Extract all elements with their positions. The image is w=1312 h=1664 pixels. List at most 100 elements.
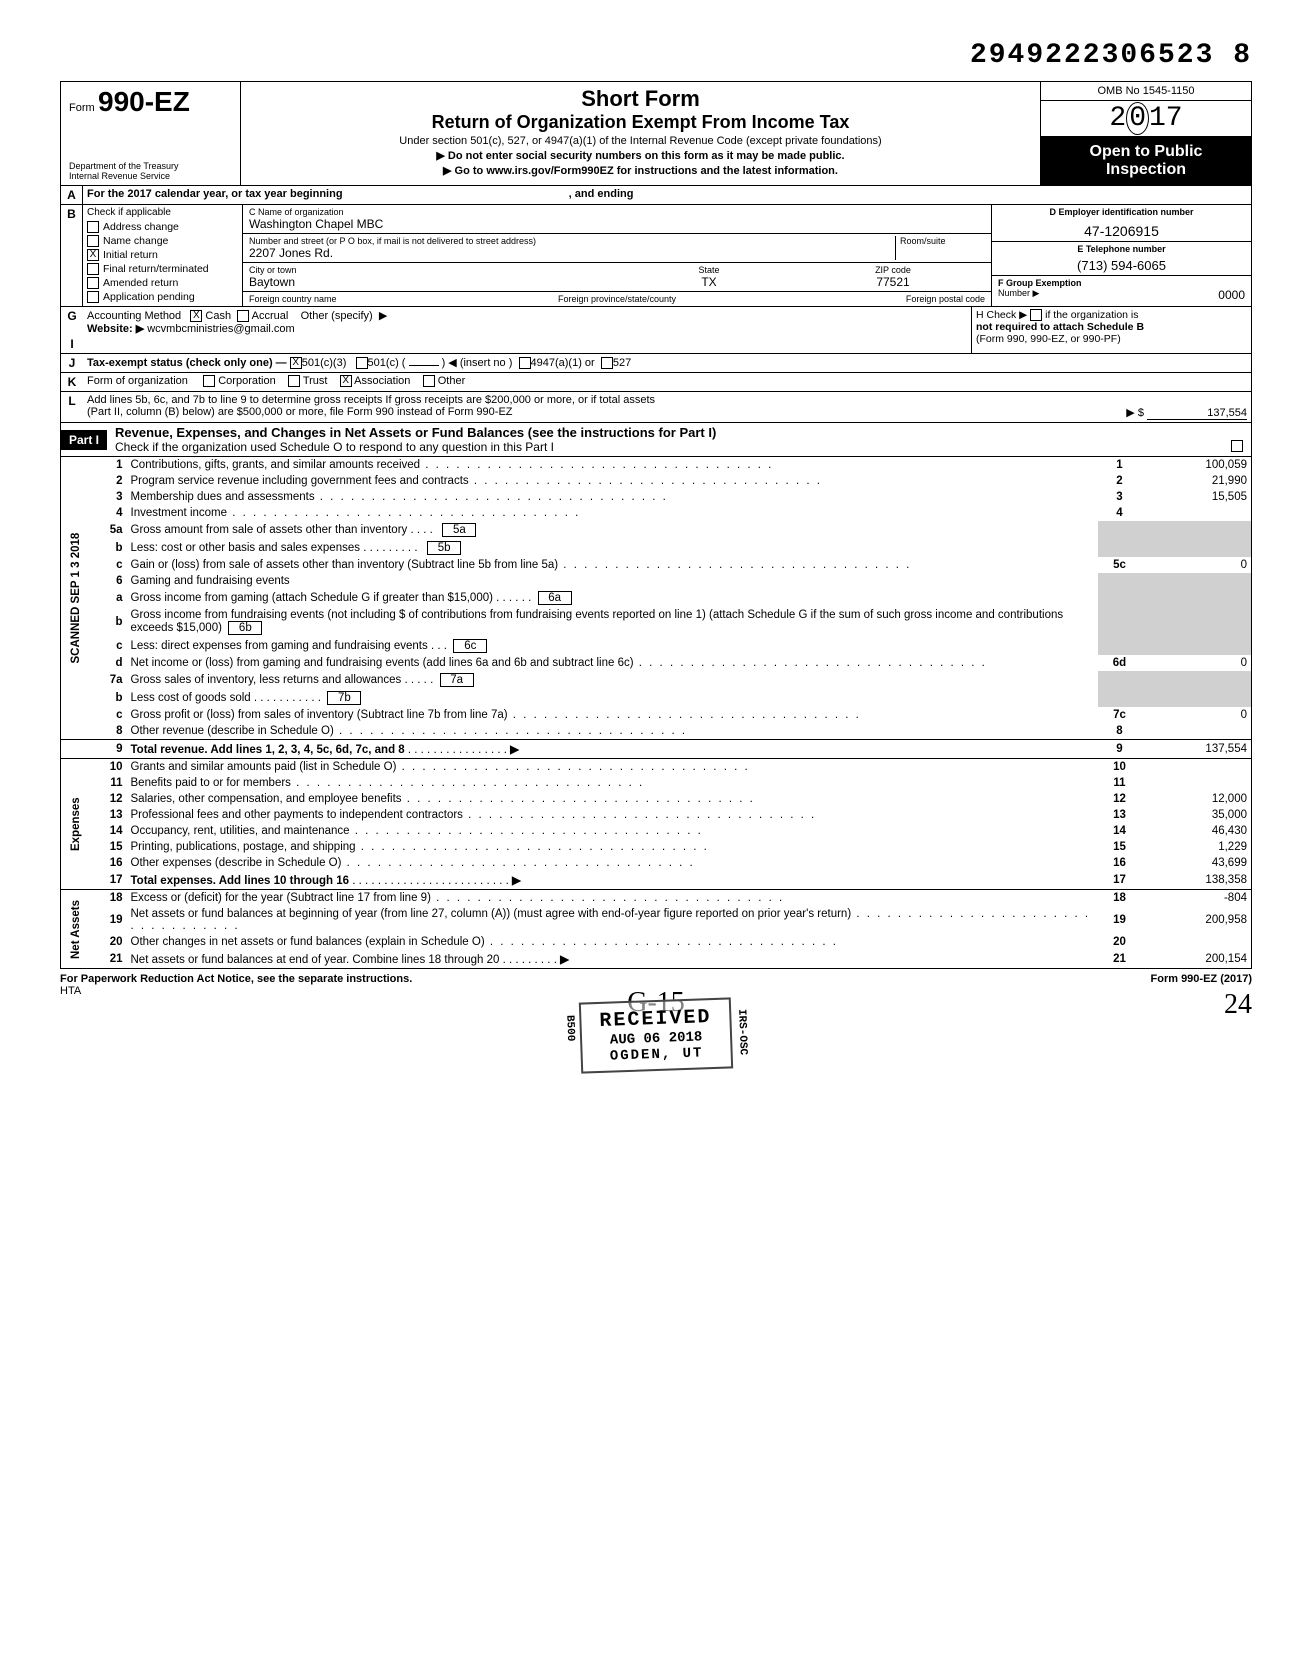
- l-content: Add lines 5b, 6c, and 7b to line 9 to de…: [83, 392, 1251, 422]
- doc-id-number: 2949222306523 8: [60, 40, 1252, 71]
- label-g: GI: [61, 307, 83, 353]
- dept-line1: Department of the Treasury: [69, 161, 232, 171]
- foreign-prov-label: Foreign province/state/county: [494, 294, 739, 304]
- k-label: Form of organization: [87, 375, 188, 387]
- l-arrow: ▶ $: [1126, 407, 1144, 419]
- form-number: 990-EZ: [98, 86, 190, 117]
- line-k: K Form of organization Corporation Trust…: [60, 373, 1252, 392]
- j-501c: 501(c) (: [368, 357, 406, 369]
- city-value: Baytown: [249, 275, 617, 289]
- cb-cash[interactable]: X: [190, 310, 202, 322]
- tax-year: 20201717: [1041, 101, 1251, 137]
- row-16: 16Other expenses (describe in Schedule O…: [61, 855, 1252, 871]
- stamp-side1: B500: [563, 1015, 576, 1042]
- cb-trust[interactable]: [288, 375, 300, 387]
- row-4: 4Investment income4: [61, 505, 1252, 521]
- title-return: Return of Organization Exempt From Incom…: [249, 112, 1032, 133]
- open-to-public: Open to Public Inspection: [1041, 137, 1251, 185]
- cb-app-pending[interactable]: Application pending: [87, 290, 238, 304]
- title-short-form: Short Form: [249, 86, 1032, 112]
- l-text2: (Part II, column (B) below) are $500,000…: [87, 406, 513, 418]
- cb-527[interactable]: [601, 357, 613, 369]
- row-15: 15Printing, publications, postage, and s…: [61, 839, 1252, 855]
- j-content: Tax-exempt status (check only one) — X50…: [83, 354, 1251, 372]
- cb-accrual[interactable]: [237, 310, 249, 322]
- cb-4947[interactable]: [519, 357, 531, 369]
- foreign-country-label: Foreign country name: [249, 294, 494, 304]
- i-row: Website: ▶ wcvmbcministries@gmail.com: [87, 322, 967, 335]
- j-insert: ) ◀ (insert no ): [442, 357, 513, 369]
- form-prefix: Form: [69, 102, 95, 114]
- cb-501c[interactable]: [356, 357, 368, 369]
- cb-h[interactable]: [1030, 309, 1042, 321]
- j-label: Tax-exempt status (check only one) —: [87, 357, 287, 369]
- b-checkboxes: Check if applicable Address change Name …: [83, 205, 243, 306]
- row-7b: bLess cost of goods sold . . . . . . . .…: [61, 689, 1252, 707]
- row-21: 21Net assets or fund balances at end of …: [61, 950, 1252, 969]
- g-row: Accounting Method X Cash Accrual Other (…: [87, 309, 967, 322]
- cb-initial-return[interactable]: XInitial return: [87, 248, 238, 262]
- d-block: D Employer identification number 47-1206…: [992, 205, 1251, 242]
- part1-titles: Revenue, Expenses, and Changes in Net As…: [107, 423, 1251, 456]
- row-6a: aGross income from gaming (attach Schedu…: [61, 589, 1252, 607]
- h-block: H Check ▶ if the organization is not req…: [971, 307, 1251, 353]
- cb-part1[interactable]: [1231, 440, 1243, 452]
- room-label: Room/suite: [900, 236, 985, 246]
- cb-name-change[interactable]: Name change: [87, 234, 238, 248]
- open-line2: Inspection: [1047, 161, 1245, 179]
- cb-address-change[interactable]: Address change: [87, 220, 238, 234]
- label-j: J: [61, 354, 83, 372]
- row-6c: cLess: direct expenses from gaming and f…: [61, 637, 1252, 655]
- cb-final-return[interactable]: Final return/terminated: [87, 262, 238, 276]
- line-a: A For the 2017 calendar year, or tax yea…: [60, 186, 1252, 205]
- row-9: 9Total revenue. Add lines 1, 2, 3, 4, 5c…: [61, 740, 1252, 759]
- j-501c3: 501(c)(3): [302, 357, 347, 369]
- state-label: State: [617, 265, 801, 275]
- row-18: Net Assets 18Excess or (deficit) for the…: [61, 890, 1252, 907]
- row-17: 17Total expenses. Add lines 10 through 1…: [61, 871, 1252, 890]
- row-20: 20Other changes in net assets or fund ba…: [61, 934, 1252, 950]
- stamp-location: OGDEN, UT: [600, 1045, 713, 1065]
- cb-assoc[interactable]: X: [340, 375, 352, 387]
- part1-check-text: Check if the organization used Schedule …: [115, 440, 554, 454]
- dept-line2: Internal Revenue Service: [69, 171, 232, 181]
- cb-amended[interactable]: Amended return: [87, 276, 238, 290]
- def-block: D Employer identification number 47-1206…: [991, 205, 1251, 306]
- g-arrow: ▶: [379, 310, 387, 322]
- k-assoc: Association: [354, 375, 410, 387]
- subtitle-2: ▶ Do not enter social security numbers o…: [249, 149, 1032, 162]
- c-name-row: C Name of organization Washington Chapel…: [243, 205, 991, 234]
- city-label: City or town: [249, 265, 617, 275]
- b-label: Check if applicable: [87, 207, 238, 218]
- cb-501c3[interactable]: X: [290, 357, 302, 369]
- row-5a: 5aGross amount from sale of assets other…: [61, 521, 1252, 539]
- cb-corp[interactable]: [203, 375, 215, 387]
- label-a: A: [61, 186, 83, 204]
- row-5c: cGain or (loss) from sale of assets othe…: [61, 557, 1252, 573]
- org-name: Washington Chapel MBC: [249, 217, 985, 231]
- f-label: F Group Exemption: [998, 278, 1245, 288]
- h-text3: not required to attach Schedule B: [976, 321, 1144, 333]
- k-trust: Trust: [303, 375, 328, 387]
- cb-kother[interactable]: [423, 375, 435, 387]
- a-text1: For the 2017 calendar year, or tax year …: [87, 188, 343, 200]
- line-a-text: For the 2017 calendar year, or tax year …: [83, 186, 1251, 204]
- state-value: TX: [617, 275, 801, 289]
- street-value: 2207 Jones Rd.: [249, 246, 895, 260]
- l-value: 137,554: [1147, 407, 1247, 420]
- k-other: Other: [438, 375, 466, 387]
- zip-value: 77521: [801, 275, 985, 289]
- line-g-i: GI Accounting Method X Cash Accrual Othe…: [60, 307, 1252, 354]
- label-l: L: [61, 392, 83, 422]
- row-7c: cGross profit or (loss) from sales of in…: [61, 707, 1252, 723]
- part1-title: Revenue, Expenses, and Changes in Net As…: [115, 425, 716, 440]
- a-ending: , and ending: [569, 188, 634, 200]
- c-label: C Name of organization: [249, 207, 985, 217]
- f-block: F Group Exemption Number ▶ 0000: [992, 276, 1251, 304]
- received-stamp: B500 RECEIVED AUG 06 2018 OGDEN, UT IRS-…: [579, 997, 733, 1073]
- row-3: 3Membership dues and assessments315,505: [61, 489, 1252, 505]
- label-k: K: [61, 373, 83, 391]
- header-mid: Short Form Return of Organization Exempt…: [241, 82, 1041, 185]
- zip-label: ZIP code: [801, 265, 985, 275]
- row-7a: 7aGross sales of inventory, less returns…: [61, 671, 1252, 689]
